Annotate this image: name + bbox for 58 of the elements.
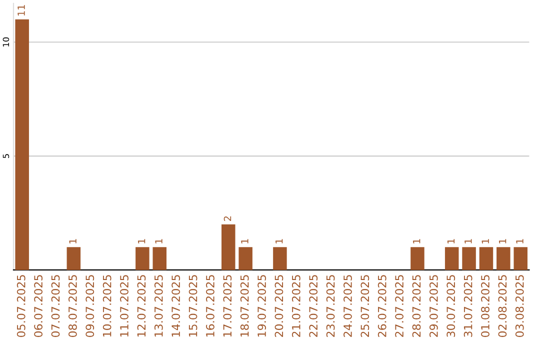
data-label: 1: [276, 239, 283, 244]
x-tick-label: 14.07.2025: [172, 275, 180, 337]
data-label: 1: [413, 239, 420, 244]
bar: [273, 247, 287, 270]
bar: [152, 247, 166, 270]
bar: [238, 247, 252, 270]
data-label: 1: [464, 239, 472, 244]
data-label: 1: [447, 239, 455, 244]
bar: [444, 247, 459, 270]
data-label: 1: [69, 239, 76, 244]
bar: [66, 247, 81, 270]
x-tick-label: 03.08.2025: [515, 275, 524, 338]
x-tick-label: 21.07.2025: [292, 275, 300, 337]
x-tick-label: 12.07.2025: [137, 275, 146, 337]
x-tick-label: 24.07.2025: [344, 275, 352, 337]
bar: [496, 247, 510, 270]
data-label: 1: [155, 239, 162, 244]
data-label: 1: [138, 239, 146, 244]
x-tick-label: 23.07.2025: [326, 275, 335, 337]
x-tick-label: 15.07.2025: [188, 275, 198, 337]
y-tick-label: 5: [2, 154, 10, 158]
data-label: 1: [482, 239, 489, 244]
bar: [514, 247, 528, 270]
x-tick-label: 20.07.2025: [274, 275, 284, 337]
y-tick-label: 10: [2, 37, 10, 47]
bar: [462, 247, 476, 270]
x-tick-label: 08.07.2025: [68, 275, 77, 338]
data-label: 2: [224, 216, 232, 221]
x-tick-label: 17.07.2025: [223, 275, 232, 337]
bar: [136, 247, 150, 270]
bar: [222, 224, 236, 270]
x-tick-label: 30.07.2025: [446, 275, 456, 337]
x-tick-label: 19.07.2025: [258, 275, 266, 337]
bar: [15, 19, 29, 270]
x-tick-label: 18.07.2025: [240, 275, 249, 337]
x-tick-label: 27.07.2025: [395, 275, 404, 337]
bar: [410, 247, 424, 270]
data-label: 1: [241, 239, 248, 244]
x-tick-label: 16.07.2025: [206, 275, 214, 337]
data-label: 1: [499, 239, 506, 244]
x-tick-label: 22.07.2025: [309, 275, 318, 337]
x-tick-label: 11.07.2025: [120, 275, 128, 337]
x-tick-label: 10.07.2025: [102, 275, 112, 337]
data-label: 1: [516, 239, 524, 244]
x-tick-label: 05.07.2025: [16, 275, 26, 338]
x-tick-label: 28.07.2025: [412, 275, 421, 337]
x-tick-label: 07.07.2025: [51, 275, 60, 338]
x-tick-label: 26.07.2025: [378, 275, 386, 337]
x-tick-label: 25.07.2025: [360, 275, 370, 337]
x-tick-label: 09.07.2025: [86, 275, 94, 338]
x-tick-label: 02.08.2025: [498, 275, 507, 338]
x-tick-label: 29.07.2025: [429, 275, 438, 337]
x-tick-label: 01.08.2025: [481, 275, 490, 338]
data-label: 11: [18, 5, 25, 16]
x-tick-label: 06.07.2025: [34, 275, 43, 338]
bar: [479, 247, 494, 270]
x-tick-label: 31.07.2025: [464, 275, 472, 337]
x-tick-label: 13.07.2025: [154, 275, 163, 337]
